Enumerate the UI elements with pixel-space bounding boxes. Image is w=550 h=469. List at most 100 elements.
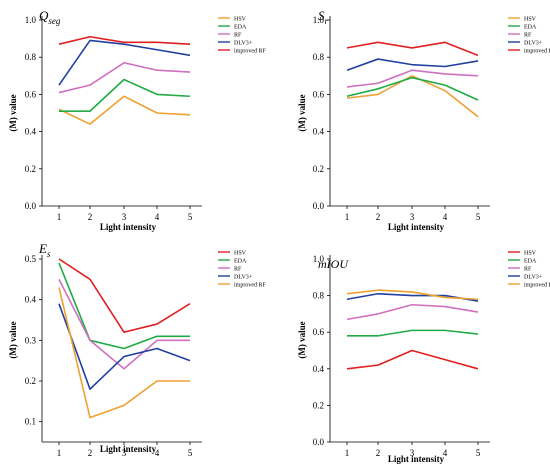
x-tick-label: 4 xyxy=(155,448,160,458)
legend-label: EDA xyxy=(524,259,537,265)
x-tick-label: 5 xyxy=(188,448,193,458)
series-line-hsv xyxy=(346,349,479,370)
y-tick-label: 1.0 xyxy=(313,254,325,264)
series-line-hsv xyxy=(346,75,479,118)
legend-label: DLV3+ xyxy=(234,41,253,47)
y-tick-label: 0.2 xyxy=(313,164,324,174)
chart-panel-es: Es xyxy=(38,241,51,259)
x-tick-label: 1 xyxy=(57,448,62,458)
legend-label: HSV xyxy=(234,17,247,23)
y-tick-label: 0.6 xyxy=(313,327,325,337)
legend-label: improved RF xyxy=(524,49,550,55)
x-axis-label: Light intensity xyxy=(100,222,157,232)
y-tick-label: 0.1 xyxy=(25,417,36,427)
series-line-eda xyxy=(58,262,190,350)
x-tick-label: 5 xyxy=(188,212,193,222)
series-line-dlv3- xyxy=(58,39,191,86)
legend-label: HSV xyxy=(234,251,247,257)
legend-label: DLV3+ xyxy=(524,275,543,281)
y-tick-label: 0.0 xyxy=(313,437,325,447)
series-line-improved-rf xyxy=(346,289,479,301)
series-line-improved-rf xyxy=(346,41,479,57)
y-tick-label: 0.3 xyxy=(25,335,37,345)
legend-label: DLV3+ xyxy=(524,41,543,47)
legend-label: improved RF xyxy=(234,49,266,55)
chart-title-qseg: Qseg xyxy=(39,8,61,26)
y-tick-label: 0.4 xyxy=(25,295,37,305)
x-tick-label: 5 xyxy=(476,212,481,222)
y-axis-label: (M) value xyxy=(8,94,18,131)
series-line-hsv xyxy=(58,95,191,125)
x-axis-label: Light intensity xyxy=(388,454,445,464)
legend: HSV EDA RF DLV3+ improved RF xyxy=(508,251,550,289)
chart-title-miou: mIOU xyxy=(318,257,349,271)
y-tick-label: 0.6 xyxy=(25,89,37,99)
x-tick-label: 2 xyxy=(376,448,381,458)
series-line-improved-rf xyxy=(58,35,191,45)
y-tick-label: 0.4 xyxy=(25,127,37,137)
legend-label: DLV3+ xyxy=(234,275,253,281)
series-line-eda xyxy=(59,78,191,112)
legend-label: RF xyxy=(524,267,532,273)
y-tick-label: 0.0 xyxy=(313,201,325,211)
plot-sr: 0.0 0.2 0.4 0.6 0.8 1.0 1 2 3 4 5 Light intensity (M… xyxy=(297,15,550,232)
legend-label: EDA xyxy=(234,25,247,31)
legend-label: improved RF xyxy=(524,283,550,289)
y-tick-label: 1.0 xyxy=(313,15,325,25)
x-tick-label: 3 xyxy=(410,448,415,458)
series-line-rf xyxy=(58,61,191,94)
y-tick-label: 0.2 xyxy=(25,376,36,386)
y-tick-label: 1.0 xyxy=(25,15,37,25)
x-tick-label: 1 xyxy=(345,212,350,222)
series-line-rf xyxy=(58,278,190,370)
y-tick-label: 0.5 xyxy=(25,254,37,264)
legend-label: RF xyxy=(234,267,242,273)
legend: HSV EDA RF DLV3+ improved RF xyxy=(218,251,266,289)
x-tick-label: 1 xyxy=(57,212,62,222)
x-tick-label: 4 xyxy=(443,448,448,458)
legend: HSV EDA RF DLV3+ improved RF xyxy=(508,17,550,55)
legend-label: improved RF xyxy=(234,283,266,289)
series-line-improved-rf xyxy=(58,287,190,419)
x-tick-label: 3 xyxy=(122,212,127,222)
x-tick-label: 4 xyxy=(155,212,160,222)
x-tick-label: 3 xyxy=(122,448,127,458)
legend-label: RF xyxy=(524,33,532,39)
y-tick-label: 0.8 xyxy=(25,52,37,62)
y-tick-label: 0.8 xyxy=(313,291,325,301)
series-line-hsv xyxy=(58,258,191,334)
series-line-eda xyxy=(347,329,479,337)
x-axis-label: Light intensity xyxy=(388,222,445,232)
y-axis-label: (M) value xyxy=(8,321,18,358)
series-line-dlv3- xyxy=(346,58,479,71)
x-tick-label: 2 xyxy=(376,212,381,222)
chart-panel-sr: Sr xyxy=(318,8,329,26)
chart-panel-miou: mIOU xyxy=(318,257,349,271)
y-tick-label: 0.0 xyxy=(25,201,37,211)
series-line-rf xyxy=(346,69,479,88)
y-tick-label: 0.2 xyxy=(25,164,36,174)
y-tick-label: 0.8 xyxy=(313,52,325,62)
y-tick-label: 0.4 xyxy=(313,127,325,137)
y-axis-label: (M) value xyxy=(297,321,307,358)
y-tick-label: 0.4 xyxy=(313,364,325,374)
y-tick-label: 0.6 xyxy=(313,89,325,99)
x-tick-label: 5 xyxy=(476,448,481,458)
series-line-dlv3- xyxy=(58,303,191,390)
plot-es: 0.1 0.2 0.3 0.4 0.5 1 2 3 4 5 Light intensity (M) v… xyxy=(8,251,266,459)
x-tick-label: 2 xyxy=(88,212,93,222)
chart-panel-qseg: Qseg xyxy=(39,8,61,26)
plot-miou: 0.0 0.2 0.4 0.6 0.8 1.0 1 2 3 4 5 Light intensity (M… xyxy=(297,251,550,465)
plot-qseg: 0.0 0.2 0.4 0.6 0.8 1.0 1 2 3 4 5 Light intensity (M… xyxy=(8,15,266,232)
y-tick-label: 0.2 xyxy=(313,400,324,410)
x-tick-label: 1 xyxy=(345,448,350,458)
x-tick-label: 4 xyxy=(443,212,448,222)
legend-label: HSV xyxy=(524,17,537,23)
y-axis-label: (M) value xyxy=(297,94,307,131)
x-tick-label: 3 xyxy=(410,212,415,222)
legend-label: EDA xyxy=(234,259,247,265)
chart-title-es: Es xyxy=(38,241,51,259)
legend-label: EDA xyxy=(524,25,537,31)
x-tick-label: 2 xyxy=(88,448,93,458)
